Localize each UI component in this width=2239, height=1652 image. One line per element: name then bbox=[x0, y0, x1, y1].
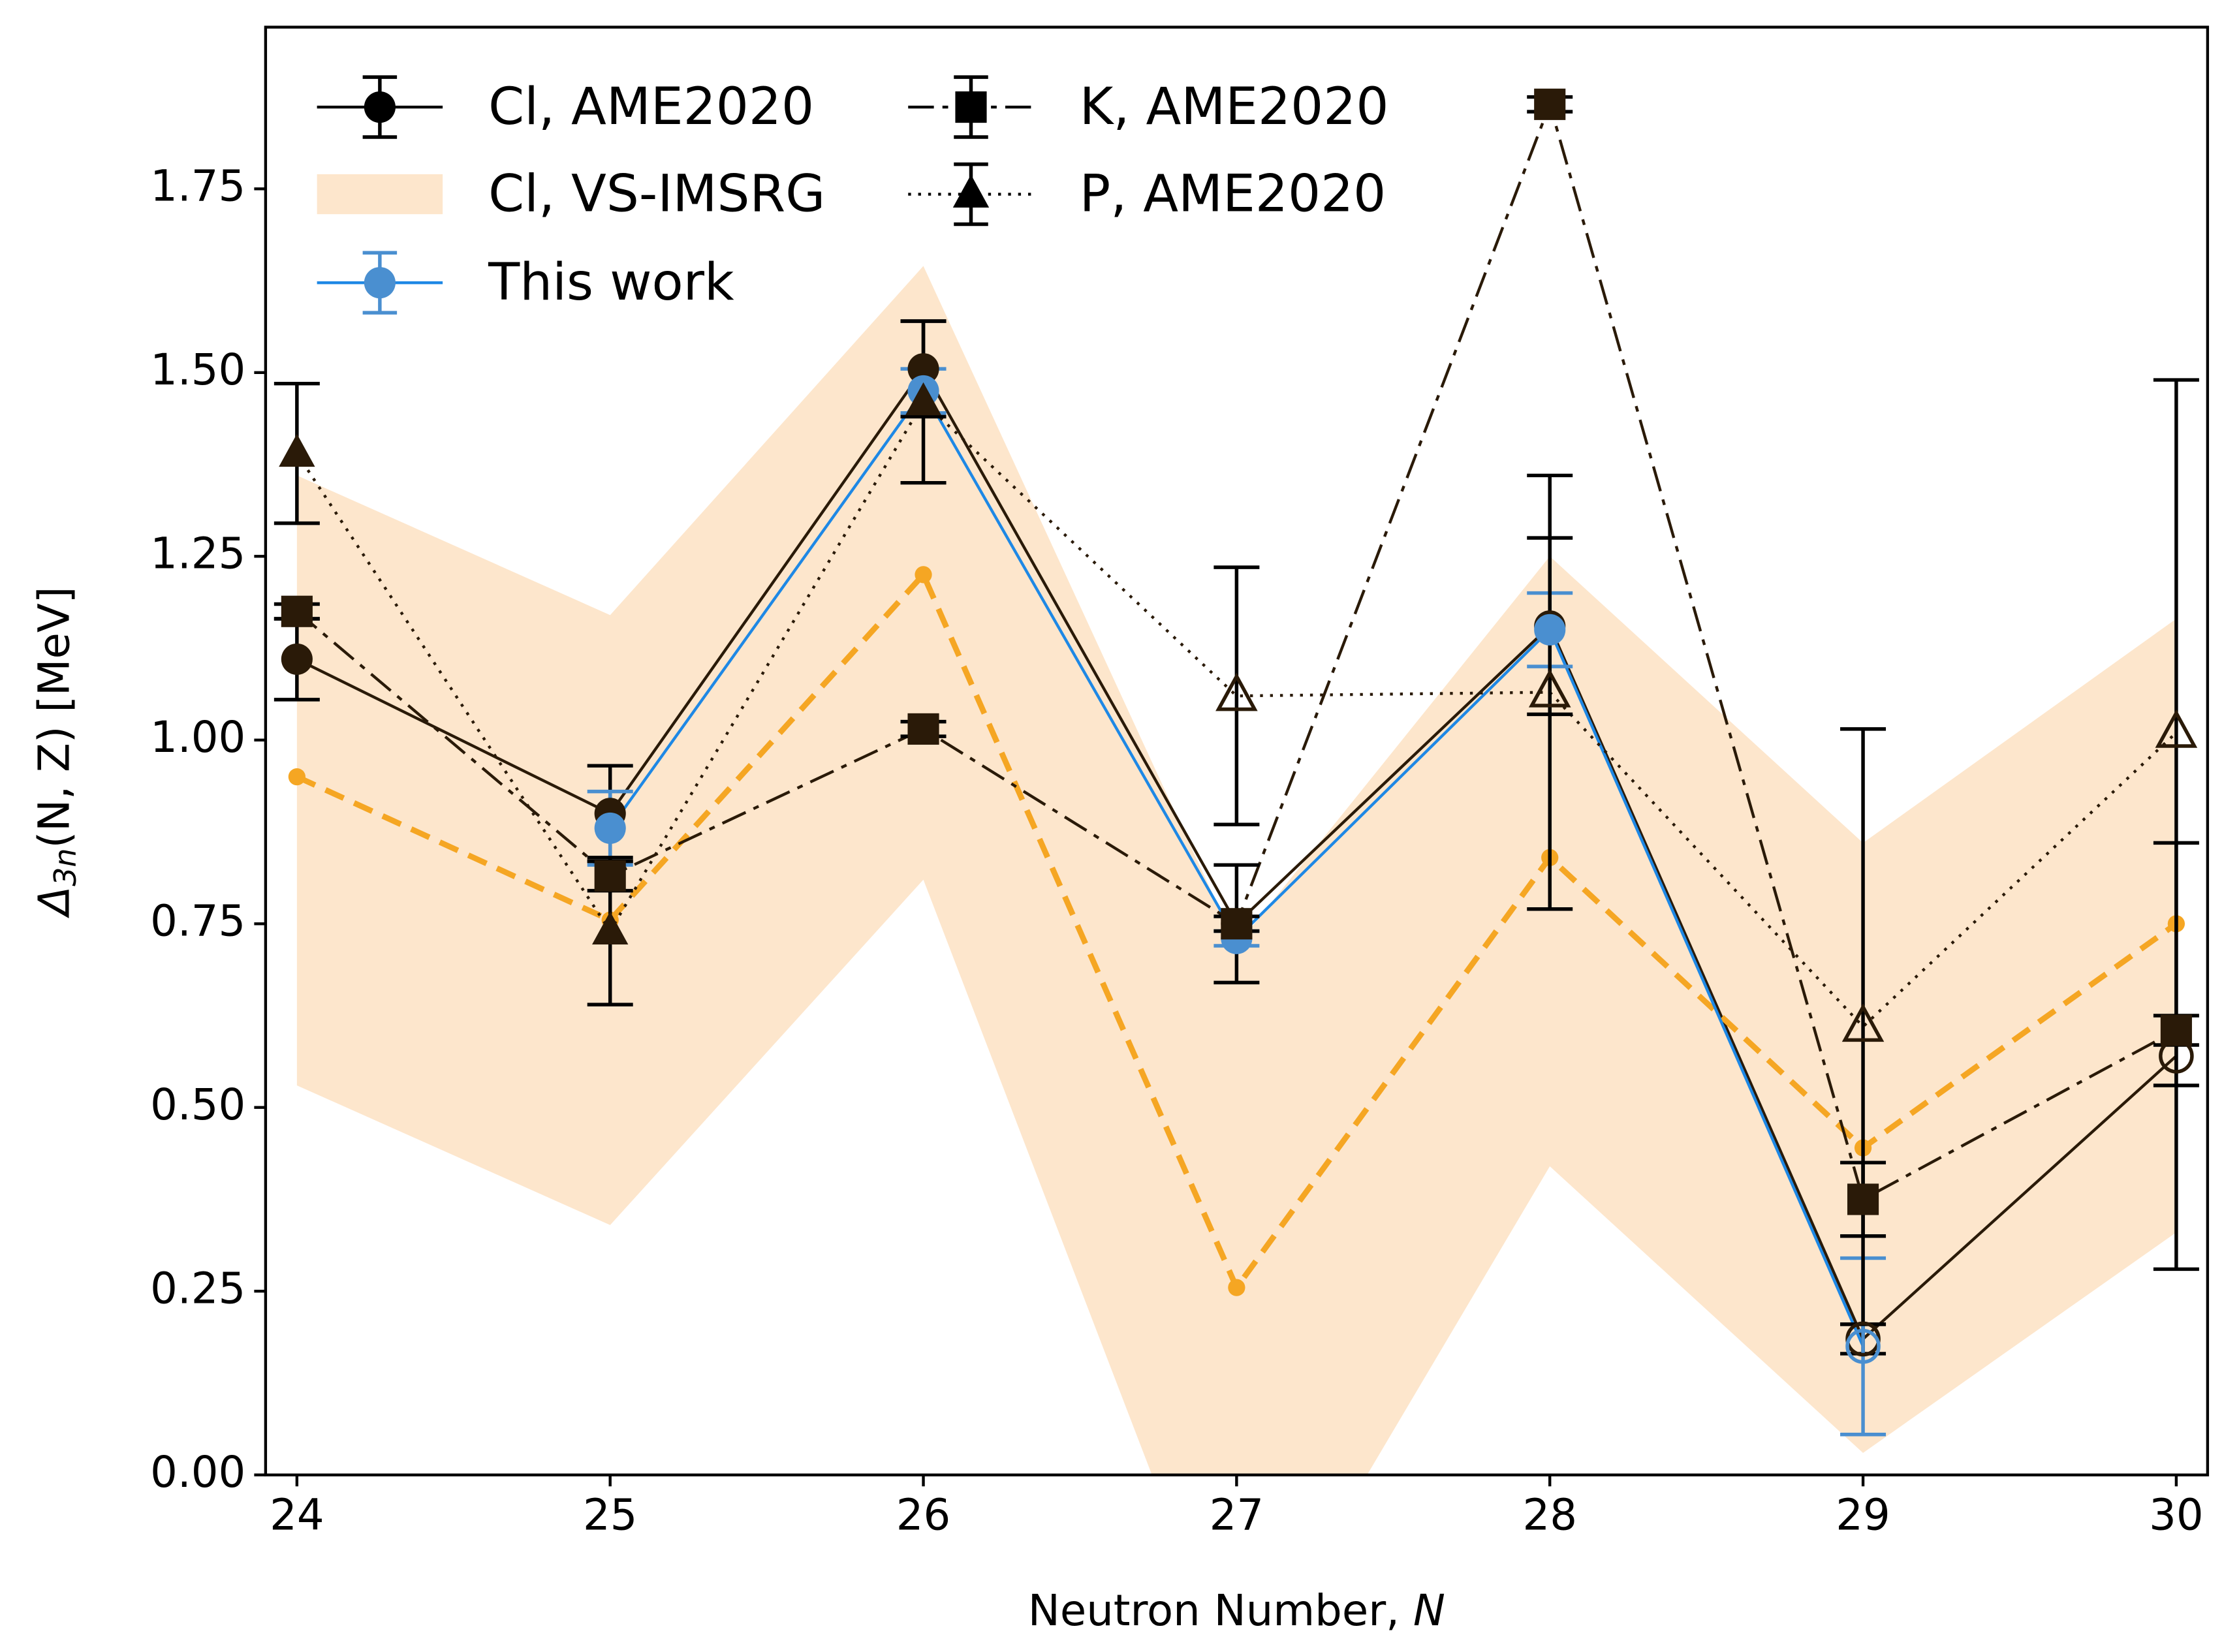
data-point bbox=[905, 382, 942, 416]
data-point bbox=[1841, 1003, 1885, 1042]
legend-label: This work bbox=[488, 252, 734, 312]
data-point bbox=[594, 860, 626, 892]
x-tick-label: 29 bbox=[1836, 1490, 1890, 1540]
band-center-point bbox=[915, 566, 932, 584]
legend-marker bbox=[952, 174, 990, 208]
data-point bbox=[1534, 88, 1566, 120]
y-tick-label: 1.75 bbox=[150, 161, 245, 211]
plot-area bbox=[274, 88, 2199, 1475]
y-tick-label: 1.00 bbox=[150, 713, 245, 762]
data-point bbox=[594, 812, 626, 844]
x-tick-label: 28 bbox=[1522, 1490, 1576, 1540]
legend-label: Cl, VS-IMSRG bbox=[488, 163, 825, 223]
y-label-symbol: Δ bbox=[30, 886, 80, 919]
data-point bbox=[1221, 908, 1253, 940]
y-tick-label: 1.50 bbox=[150, 345, 245, 395]
y-axis-label: Δ3n(N, Z) [MeV] bbox=[30, 587, 83, 919]
legend-label: Cl, AME2020 bbox=[488, 76, 814, 136]
data-point bbox=[1528, 668, 1571, 708]
y-label-sub: 3n bbox=[47, 848, 82, 886]
legend-marker bbox=[364, 267, 396, 299]
y-tick-label: 1.25 bbox=[150, 529, 245, 578]
data-point bbox=[1534, 614, 1566, 646]
x-tick-label: 25 bbox=[583, 1490, 637, 1540]
legend-marker bbox=[955, 91, 987, 123]
data-point bbox=[1215, 672, 1258, 711]
error-bar bbox=[1213, 565, 1260, 826]
data-point bbox=[592, 911, 629, 944]
data-point bbox=[1845, 1328, 1881, 1364]
legend-entry: P, AME2020 bbox=[908, 162, 1386, 226]
x-tick-label: 30 bbox=[2149, 1490, 2203, 1540]
y-tick-label: 0.75 bbox=[150, 896, 245, 946]
legend-entry: K, AME2020 bbox=[908, 75, 1389, 139]
x-tick-label: 24 bbox=[270, 1490, 324, 1540]
x-axis-label: Neutron Number, N bbox=[1028, 1586, 1445, 1636]
data-point bbox=[2160, 1014, 2192, 1046]
x-tick-label: 27 bbox=[1210, 1490, 1264, 1540]
data-point bbox=[2155, 709, 2198, 748]
x-label-var: N bbox=[1413, 1586, 1445, 1636]
legend-label: P, AME2020 bbox=[1080, 163, 1386, 223]
band-center-point bbox=[288, 768, 305, 786]
legend-swatch bbox=[317, 174, 443, 215]
x-label-text: Neutron Number, bbox=[1028, 1586, 1413, 1636]
legend-entry: This work bbox=[317, 251, 734, 315]
data-point bbox=[907, 713, 939, 745]
data-point bbox=[281, 595, 313, 627]
y-tick-label: 0.00 bbox=[150, 1448, 245, 1497]
data-point bbox=[279, 433, 315, 467]
x-tick-label: 26 bbox=[896, 1490, 951, 1540]
data-point bbox=[281, 643, 313, 675]
y-tick-label: 0.50 bbox=[150, 1080, 245, 1130]
band-center-point bbox=[1228, 1279, 1245, 1296]
data-point bbox=[1847, 1183, 1879, 1215]
data-point bbox=[907, 353, 939, 385]
legend-label: K, AME2020 bbox=[1080, 76, 1389, 136]
error-bar bbox=[2153, 378, 2199, 1087]
y-tick-label: 0.25 bbox=[150, 1264, 245, 1313]
error-bar bbox=[1527, 473, 1573, 911]
legend-entry: Cl, AME2020 bbox=[317, 75, 814, 139]
uncertainty-band bbox=[296, 266, 2176, 1475]
y-label-rest: (N, Z) [MeV] bbox=[30, 587, 80, 849]
legend-marker bbox=[364, 91, 396, 123]
legend-entry: Cl, VS-IMSRG bbox=[317, 163, 825, 223]
